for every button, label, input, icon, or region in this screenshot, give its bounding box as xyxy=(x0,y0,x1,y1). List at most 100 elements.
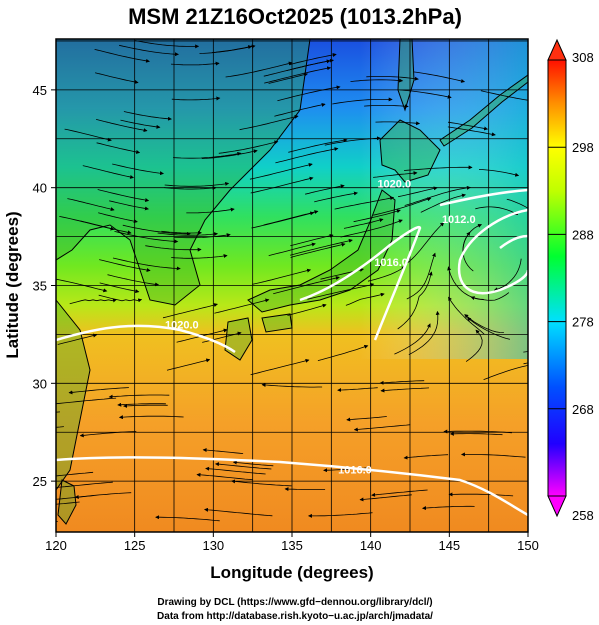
wind-streamline xyxy=(364,104,409,109)
wind-streamline xyxy=(274,102,326,117)
isobar-1020-west xyxy=(56,324,236,354)
wind-streamline xyxy=(56,278,108,293)
isobar-1016-south xyxy=(56,456,528,517)
wind-streamline xyxy=(114,231,179,244)
wind-streamline xyxy=(359,494,412,502)
china-coast xyxy=(56,299,91,491)
wind-streamline xyxy=(263,59,331,77)
wind-streamline xyxy=(275,147,339,164)
isobar-1012-inner xyxy=(499,234,528,249)
wind-streamline xyxy=(366,76,419,81)
colorbar-ticks: 308 298 288 278 268 258 xyxy=(548,50,594,523)
wind-streamline xyxy=(74,492,132,499)
wind-streamline xyxy=(405,222,445,265)
wind-streamline xyxy=(205,466,266,475)
wind-streamline xyxy=(447,126,496,137)
colorbar-tick-label: 298 xyxy=(572,140,594,155)
wind-streamline xyxy=(413,71,466,83)
wind-streamline xyxy=(145,245,202,252)
y-tick-label: 25 xyxy=(33,474,47,489)
footer-credit-drawing: Drawing by DCL (https://www.gfd−dennou.o… xyxy=(157,597,432,608)
wind-streamline xyxy=(287,303,327,316)
contour-label: 1012.0 xyxy=(442,214,476,226)
wind-streamline xyxy=(196,472,253,481)
wind-streamline xyxy=(162,303,218,319)
wind-streamline xyxy=(462,223,483,257)
isobar-1020-east xyxy=(439,188,528,207)
wind-streamline xyxy=(252,268,312,285)
wind-streamline xyxy=(107,274,160,287)
wind-streamline xyxy=(171,96,221,101)
wind-streamline xyxy=(109,200,149,211)
colorbar-tick-label: 258 xyxy=(572,508,594,523)
colorbar: 308 298 288 278 268 258 xyxy=(547,38,594,523)
wind-streamline xyxy=(399,89,452,99)
wind-streamline xyxy=(268,72,309,84)
wind-streamlines xyxy=(56,39,528,522)
wind-streamline xyxy=(56,411,61,413)
wind-streamline xyxy=(406,252,436,300)
wind-streamline xyxy=(68,387,129,395)
isobar-1016-east xyxy=(299,226,422,341)
wind-streamline xyxy=(214,462,272,470)
x-tick-label: 120 xyxy=(45,538,67,553)
wind-streamline xyxy=(371,489,428,497)
wind-streamline xyxy=(170,61,220,66)
y-tick-label: 30 xyxy=(33,376,47,391)
colorbar-tick-label: 278 xyxy=(572,315,594,330)
wind-streamline xyxy=(174,233,231,239)
wind-streamline xyxy=(403,165,473,171)
wind-streamline xyxy=(251,211,315,229)
wind-streamline xyxy=(480,90,528,101)
wind-streamline xyxy=(340,219,403,238)
wind-streamline xyxy=(56,521,58,522)
wind-streamline xyxy=(190,39,205,40)
x-tick-label: 150 xyxy=(517,538,539,553)
wind-streamline xyxy=(398,186,438,198)
wind-streamline xyxy=(225,61,293,78)
wind-streamline xyxy=(307,283,375,300)
isobar-1012-east xyxy=(457,208,528,295)
y-tick-label: 40 xyxy=(33,181,47,196)
wind-streamline xyxy=(123,111,172,121)
wind-streamline xyxy=(56,471,94,477)
wind-streamline xyxy=(449,431,503,436)
wind-streamline xyxy=(404,185,471,206)
kuril-islands xyxy=(439,74,528,147)
wind-streamline xyxy=(96,119,148,133)
x-tick-label: 145 xyxy=(438,538,460,553)
wind-streamline xyxy=(69,298,117,305)
colorbar-tick-label: 268 xyxy=(572,402,594,417)
wind-streamline xyxy=(99,282,140,294)
wind-streamline xyxy=(470,292,510,301)
x-axis-ticks: 120 125 130 135 140 145 150 xyxy=(45,532,539,553)
wind-streamline xyxy=(122,224,191,236)
wind-streamline xyxy=(239,114,299,131)
wind-streamline xyxy=(448,492,514,497)
wind-streamline xyxy=(112,257,181,271)
wind-streamline xyxy=(408,310,440,356)
wind-streamline xyxy=(379,380,425,385)
wind-streamline xyxy=(289,53,337,66)
wind-streamline xyxy=(289,238,353,256)
wind-streamline xyxy=(123,403,168,408)
wind-streamline xyxy=(290,242,346,258)
footer-credit-data: Data from http://database.rish.kyoto−u.a… xyxy=(157,611,433,622)
wind-streamline xyxy=(307,512,373,518)
y-tick-label: 45 xyxy=(33,83,47,98)
honshu xyxy=(247,189,396,313)
lat-lon-grid xyxy=(56,39,528,532)
wind-streamline xyxy=(134,40,200,49)
wind-streamline xyxy=(56,481,113,490)
wind-streamline xyxy=(163,186,217,191)
y-axis-ticks: 25 30 35 40 45 xyxy=(33,83,56,489)
wind-streamline xyxy=(80,220,132,235)
wind-streamline xyxy=(460,452,526,458)
wind-streamline xyxy=(173,151,242,159)
wind-streamline xyxy=(506,198,528,209)
wind-streamline xyxy=(483,364,528,380)
wind-streamline xyxy=(464,314,504,333)
wind-streamline xyxy=(118,415,184,420)
wind-streamline xyxy=(346,416,387,422)
